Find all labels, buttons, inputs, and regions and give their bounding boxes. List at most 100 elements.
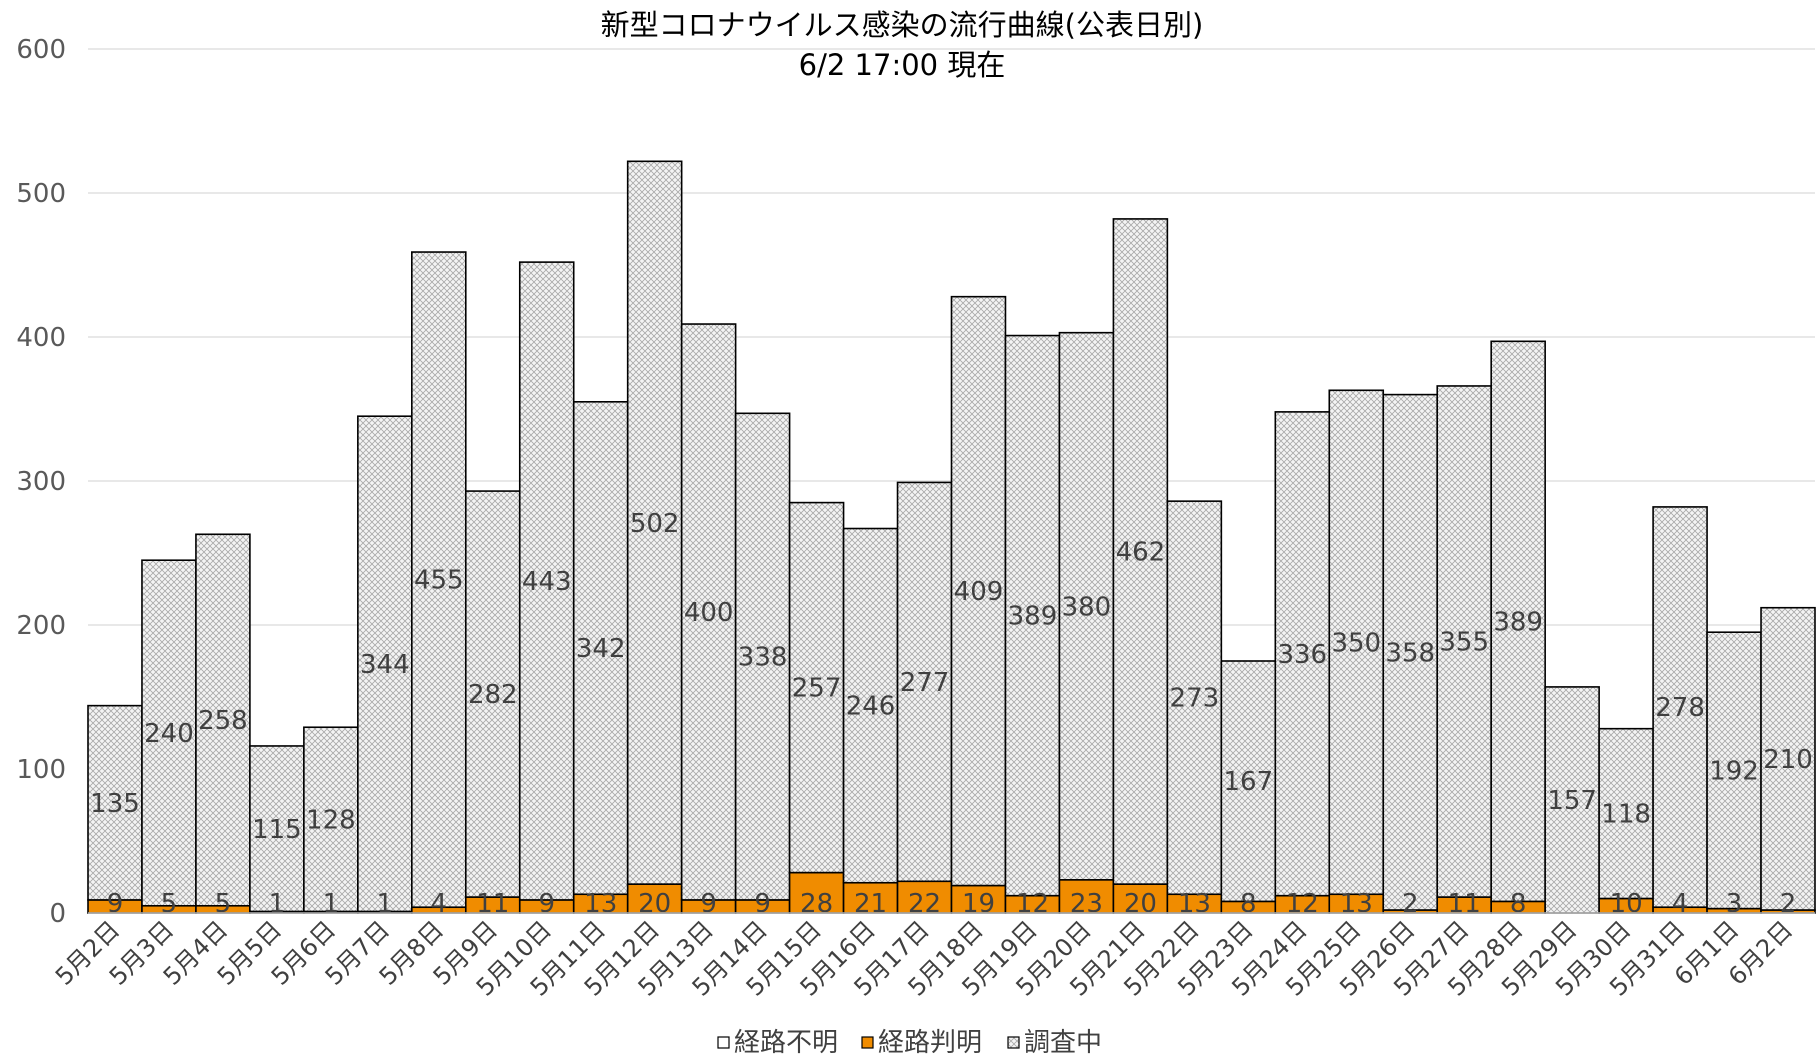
data-labels: 1359240525851151128134414554282114439342… <box>90 509 1813 919</box>
bar-unknown <box>411 251 467 909</box>
data-label-known: 2 <box>1780 889 1797 919</box>
data-label-unknown: 389 <box>1493 607 1543 637</box>
data-label-unknown: 342 <box>576 634 626 664</box>
data-label-known: 10 <box>1610 889 1643 919</box>
data-label-known: 11 <box>476 889 509 919</box>
bar-unknown <box>1328 389 1385 896</box>
data-label-unknown: 389 <box>1008 602 1058 632</box>
data-label-unknown: 192 <box>1709 756 1759 786</box>
data-label-known: 4 <box>431 889 448 919</box>
bar-unknown <box>1652 506 1708 909</box>
data-label-known: 21 <box>854 889 887 919</box>
data-label-unknown: 336 <box>1277 640 1327 670</box>
data-label-unknown: 282 <box>468 680 518 710</box>
data-label-known: 3 <box>1726 889 1743 919</box>
data-label-known: 5 <box>215 889 232 919</box>
data-label-unknown: 344 <box>360 650 410 680</box>
chart-subtitle: 6/2 17:00 現在 <box>799 48 1006 82</box>
legend-item-known-swatch <box>861 1036 874 1049</box>
data-label-known: 9 <box>754 889 771 919</box>
data-label-unknown: 462 <box>1116 538 1166 568</box>
data-label-unknown: 350 <box>1331 628 1381 658</box>
data-label-known: 13 <box>584 889 617 919</box>
data-label-unknown: 118 <box>1601 800 1651 830</box>
data-label-known: 8 <box>1240 889 1257 919</box>
bar-known <box>626 883 683 914</box>
data-label-known: 20 <box>1124 889 1157 919</box>
data-label-known: 1 <box>323 889 340 919</box>
y-tick-label: 400 <box>16 323 66 353</box>
data-label-unknown: 455 <box>414 566 464 596</box>
chart-title: 新型コロナウイルス感染の流行曲線(公表日別) <box>601 8 1204 42</box>
data-label-known: 5 <box>161 889 178 919</box>
data-label-unknown: 355 <box>1439 628 1489 658</box>
data-label-known: 9 <box>700 889 717 919</box>
y-tick-label: 0 <box>49 899 66 929</box>
data-label-unknown: 400 <box>684 598 734 628</box>
bar-unknown <box>141 559 197 907</box>
data-label-unknown: 443 <box>522 567 572 597</box>
data-label-unknown: 257 <box>792 674 842 704</box>
data-label-unknown: 380 <box>1062 592 1112 622</box>
data-label-known: 1 <box>377 889 394 919</box>
y-tick-label: 500 <box>16 179 66 209</box>
bar-unknown <box>626 160 683 886</box>
data-label-unknown: 277 <box>900 668 950 698</box>
bar-known <box>1112 883 1169 914</box>
data-label-unknown: 157 <box>1547 786 1597 816</box>
bar-known <box>896 880 953 914</box>
data-label-unknown: 502 <box>630 509 680 539</box>
bar-unknown <box>1436 385 1492 898</box>
data-label-known: 12 <box>1016 889 1049 919</box>
data-label-known: 11 <box>1448 889 1481 919</box>
data-label-known: 13 <box>1178 889 1211 919</box>
data-label-known: 2 <box>1402 889 1419 919</box>
bar-unknown <box>1760 606 1816 911</box>
bar-unknown <box>680 323 737 901</box>
data-label-unknown: 135 <box>90 789 140 819</box>
bar-unknown <box>950 295 1007 887</box>
data-label-unknown: 358 <box>1385 638 1435 668</box>
x-axis: 5月2日5月3日5月4日5月5日5月6日5月7日5月8日5月9日5月10日5月1… <box>50 912 1815 1002</box>
data-label-unknown: 167 <box>1224 767 1274 797</box>
data-label-unknown: 278 <box>1655 693 1705 723</box>
legend-item-unknown-swatch <box>717 1036 730 1049</box>
data-label-known: 23 <box>1070 889 1103 919</box>
data-label-unknown: 128 <box>306 805 356 835</box>
bar-unknown <box>572 400 629 896</box>
bar-unknown <box>1598 727 1654 900</box>
data-label-known: 9 <box>538 889 555 919</box>
bar-unknown <box>842 527 899 884</box>
bar-unknown <box>1220 660 1277 903</box>
legend-item-unknown-label: 経路不明 <box>734 1028 838 1057</box>
bar-unknown <box>896 481 953 883</box>
legend-item-investigating-swatch <box>1007 1036 1020 1049</box>
data-label-unknown: 115 <box>252 815 302 845</box>
bars <box>87 160 1816 914</box>
data-label-unknown: 240 <box>144 719 194 749</box>
bar-unknown <box>357 415 413 913</box>
y-tick-label: 200 <box>16 611 66 641</box>
data-label-known: 28 <box>800 889 833 919</box>
data-label-known: 22 <box>908 889 941 919</box>
bar-unknown <box>1112 218 1169 886</box>
data-label-known: 9 <box>107 889 124 919</box>
bar-unknown <box>518 261 575 901</box>
bar-unknown <box>1490 340 1546 903</box>
data-label-known: 19 <box>962 889 995 919</box>
data-label-unknown: 246 <box>846 692 896 722</box>
data-label-known: 8 <box>1510 889 1527 919</box>
data-label-unknown: 273 <box>1170 684 1220 714</box>
data-label-unknown: 409 <box>954 577 1004 607</box>
bar-unknown <box>1274 411 1331 897</box>
data-label-known: 20 <box>638 889 671 919</box>
data-label-known: 12 <box>1286 889 1319 919</box>
data-label-known: 13 <box>1340 889 1373 919</box>
legend-item-known-label: 経路判明 <box>878 1028 982 1057</box>
y-tick-label: 300 <box>16 467 66 497</box>
bar-unknown <box>1544 686 1600 914</box>
y-tick-label: 600 <box>16 35 66 65</box>
data-label-unknown: 210 <box>1763 745 1813 775</box>
